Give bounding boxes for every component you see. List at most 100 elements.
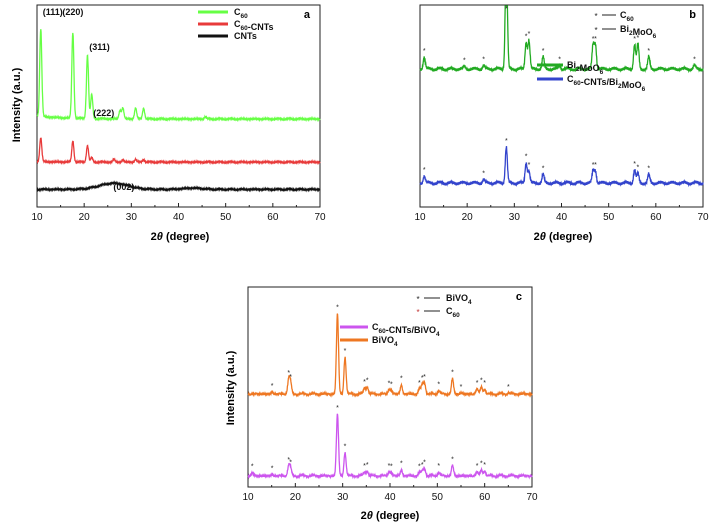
peak-marker: * bbox=[418, 380, 421, 387]
peak-marker: * bbox=[542, 48, 545, 55]
x-tick-label: 20 bbox=[462, 212, 474, 223]
panel-b-xrd-bi2moo6: ** *** **** * * ********** * ** * 10 20 30 40 50 60 70… bbox=[414, 4, 709, 243]
peak-marker: * bbox=[482, 56, 485, 63]
marker-legend-label-c60: C60 bbox=[446, 306, 460, 319]
panel-a-series-group bbox=[36, 29, 321, 193]
marker-legend-label-bi2moo6: Bi2MoO6 bbox=[620, 24, 657, 40]
peak-marker: * bbox=[421, 375, 424, 382]
peak-marker: * bbox=[390, 464, 393, 471]
peak-marker: * bbox=[637, 164, 640, 171]
peak-marker: * bbox=[271, 466, 274, 473]
peak-marker: * bbox=[366, 378, 369, 385]
peak-marker: * bbox=[366, 462, 369, 469]
panel-c-label: c bbox=[516, 291, 522, 303]
panel-a-xrd-carbon: 10 20 30 40 50 60 70 a Intensity (a.u.) 2θ (de… bbox=[11, 4, 326, 243]
peak-marker: * bbox=[528, 31, 531, 38]
series-line-c60-cnts-bivo4 bbox=[247, 413, 533, 480]
peak-marker: * bbox=[400, 376, 403, 383]
peak-marker: * bbox=[451, 456, 454, 463]
peak-marker: * bbox=[647, 48, 650, 55]
peak-marker: * bbox=[592, 36, 595, 43]
peak-marker: * bbox=[480, 461, 483, 468]
x-tick-label: 50 bbox=[432, 492, 444, 503]
peak-marker: * bbox=[525, 34, 528, 41]
panel-c-x-ticks: 10 20 30 40 50 60 70 bbox=[242, 483, 538, 503]
x-tick-label: 70 bbox=[697, 212, 709, 223]
peak-marker: * bbox=[592, 162, 595, 169]
peak-marker: * bbox=[482, 170, 485, 177]
peak-marker: * bbox=[421, 462, 424, 469]
x-tick-label: 30 bbox=[126, 212, 138, 223]
legend-label-c60-cnts-bivo4: C60-CNTs/BiVO4 bbox=[372, 322, 440, 338]
peak-marker: * bbox=[344, 348, 347, 355]
peak-marker: * bbox=[505, 6, 508, 13]
marker-legend-symbol: * bbox=[416, 308, 419, 317]
legend-label-c60-cnts-bi2moo6: C60-CNTs/Bi2MoO6 bbox=[567, 74, 646, 93]
x-tick-label: 30 bbox=[509, 212, 521, 223]
annotation-002: (002) bbox=[113, 182, 134, 192]
peak-marker: * bbox=[528, 162, 531, 169]
peak-marker: * bbox=[693, 56, 696, 63]
peak-marker: * bbox=[480, 378, 483, 385]
peak-marker: * bbox=[483, 462, 486, 469]
panel-c-xrd-bivo4: * ** **** * * * * * * **** * ******* * * **** ***** * ** … bbox=[225, 286, 538, 522]
marker-legend-label-c60: C60 bbox=[620, 10, 634, 23]
series-line-bi2moo6 bbox=[419, 5, 704, 74]
x-tick-label: 10 bbox=[414, 212, 426, 223]
panel-b-label: b bbox=[689, 9, 696, 21]
peak-marker: * bbox=[271, 383, 274, 390]
peak-marker: * bbox=[251, 464, 254, 471]
panel-c-series-group: * ** **** * * * * * * **** * ******* * * **** ***** * ** bbox=[247, 304, 533, 480]
peak-marker: * bbox=[289, 459, 292, 466]
peak-marker: * bbox=[418, 464, 421, 471]
x-tick-label: 60 bbox=[267, 212, 279, 223]
peak-marker: * bbox=[344, 443, 347, 450]
peak-marker: * bbox=[558, 56, 561, 63]
peak-marker: * bbox=[363, 379, 366, 386]
x-tick-label: 70 bbox=[526, 492, 538, 503]
x-tick-label: 60 bbox=[479, 492, 491, 503]
marker-legend-label-bivo4: BiVO4 bbox=[446, 293, 472, 306]
panel-a-xlabel: 2θ (degree) bbox=[151, 231, 210, 243]
peak-marker: * bbox=[437, 463, 440, 470]
panel-a-label: a bbox=[304, 9, 311, 21]
peak-marker: * bbox=[633, 161, 636, 168]
legend-label-c60: C60 bbox=[234, 7, 248, 20]
x-tick-label: 10 bbox=[31, 212, 43, 223]
peak-marker: * bbox=[594, 162, 597, 169]
peak-marker: * bbox=[388, 381, 391, 388]
series-line-c60 bbox=[36, 29, 321, 123]
x-tick-label: 40 bbox=[173, 212, 185, 223]
legend-label-cnts: CNTs bbox=[234, 31, 257, 41]
peak-marker: * bbox=[289, 374, 292, 381]
peak-marker: * bbox=[647, 166, 650, 173]
legend-label-bi2moo6: Bi2MoO6 bbox=[567, 60, 604, 76]
peak-marker: * bbox=[525, 154, 528, 161]
series-line-c60-cnts-bi2moo6 bbox=[419, 146, 704, 188]
peak-marker: * bbox=[287, 457, 290, 464]
legend-label-bivo4: BiVO4 bbox=[372, 335, 398, 348]
peak-marker: * bbox=[423, 48, 426, 55]
x-tick-label: 30 bbox=[337, 492, 349, 503]
peak-marker: * bbox=[476, 380, 479, 387]
peak-marker: * bbox=[363, 463, 366, 470]
x-tick-label: 50 bbox=[220, 212, 232, 223]
x-tick-label: 40 bbox=[556, 212, 568, 223]
peak-marker: * bbox=[388, 463, 391, 470]
panel-a-ylabel: Intensity (a.u.) bbox=[11, 67, 23, 142]
peak-marker: * bbox=[451, 370, 454, 377]
x-tick-label: 50 bbox=[603, 212, 615, 223]
peak-marker: * bbox=[633, 36, 636, 43]
panel-a-x-ticks: 10 20 30 40 50 60 70 bbox=[31, 203, 326, 223]
annotation-222: (222) bbox=[93, 108, 114, 118]
series-line-c60-cnts bbox=[36, 137, 321, 166]
peak-marker: * bbox=[463, 58, 466, 65]
legend-label-c60-cnts: C60-CNTs bbox=[234, 19, 274, 32]
annotation-220: (220) bbox=[62, 7, 83, 17]
peak-marker: * bbox=[287, 370, 290, 377]
panel-b-frame bbox=[419, 4, 704, 208]
